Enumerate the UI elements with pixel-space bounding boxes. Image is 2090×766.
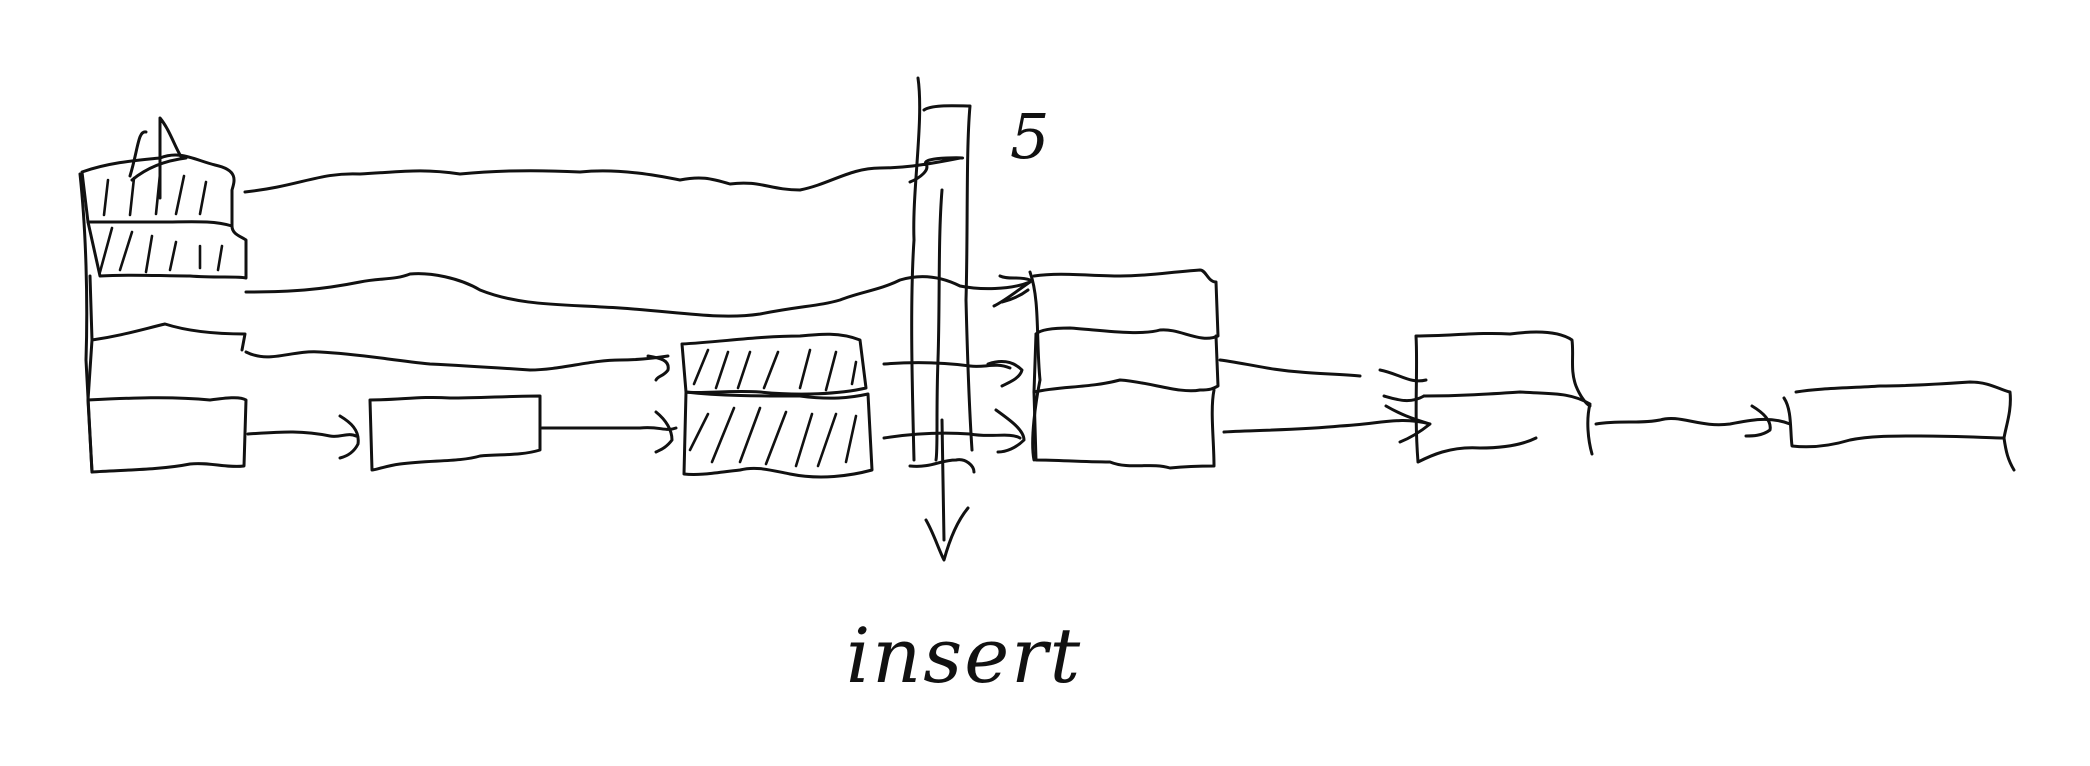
head-tower-left-edge (78, 172, 94, 474)
new-node-inner-edge (934, 188, 944, 462)
node-3-left-edge (1028, 270, 1042, 462)
new-node (908, 76, 1030, 474)
head-level-1-cell (86, 396, 248, 474)
node-2 (680, 332, 874, 479)
node-3-low-cell (1032, 388, 1216, 470)
head-level-4-cell (80, 153, 236, 228)
new-node-bottom-edge (908, 458, 976, 474)
new-node-value-label: 5 (1010, 100, 1049, 173)
node-2-level-2-cell (680, 332, 868, 396)
head-tower (78, 116, 248, 474)
insert-arrow (924, 418, 970, 562)
node-2-level-1-cell (682, 390, 874, 479)
link-level-1-d (1222, 404, 1432, 444)
insert-label: insert (846, 611, 1082, 700)
node-3 (1028, 268, 1220, 470)
new-node-left-edge (910, 76, 922, 462)
node-3-mid-cell (1032, 332, 1220, 394)
link-level-1-e (1594, 404, 1792, 438)
link-level-4 (243, 156, 965, 194)
node-5-cell (1782, 380, 2016, 472)
link-level-1-c (882, 408, 1026, 454)
link-level-2-a (244, 350, 670, 382)
node-1-cell (368, 394, 542, 472)
link-level-3 (244, 272, 1032, 318)
link-level-2-c (1218, 358, 1428, 403)
new-node-crossbar (1000, 288, 1030, 304)
head-level-3-cell (86, 220, 248, 280)
head-level-2-cell (86, 274, 247, 402)
link-level-2-b (882, 360, 1024, 388)
head-pointer-doodle (128, 116, 188, 200)
node-2-hatch (688, 348, 858, 468)
node-3-top-cell (1032, 268, 1220, 340)
link-level-1-a (246, 414, 360, 460)
new-node-right-edge (922, 104, 974, 452)
node-4-cell (1414, 330, 1594, 464)
link-level-1-b (540, 410, 678, 454)
head-hatch (98, 172, 224, 274)
